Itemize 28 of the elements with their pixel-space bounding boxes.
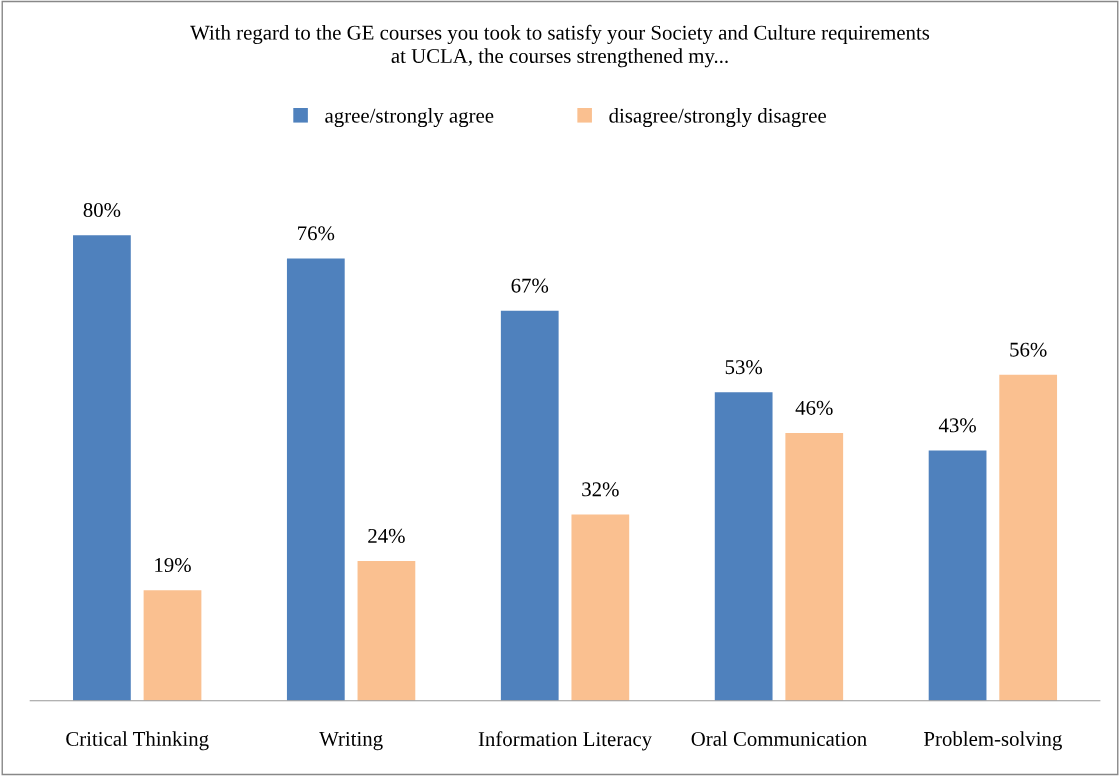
x-tick-label: Critical Thinking — [66, 731, 209, 751]
x-tick-label: Oral Communication — [691, 731, 867, 746]
chart-title: With regard to the GE courses you took to satisfy your Society and Culture requirements at UCLA, the courses strengthened my... — [190, 24, 930, 68]
legend-label: disagree/strongly disagree — [609, 108, 826, 128]
data-label: 43% — [938, 418, 976, 433]
data-label: 80% — [83, 202, 121, 218]
data-label: 56% — [1010, 342, 1047, 357]
x-tick-label: Writing — [319, 731, 383, 751]
bar — [571, 514, 630, 701]
data-label: 53% — [725, 360, 763, 375]
bar — [357, 561, 416, 701]
data-label: 76% — [298, 226, 335, 241]
bar — [714, 392, 773, 701]
bar — [999, 374, 1058, 701]
bar — [500, 310, 559, 701]
bar — [785, 433, 844, 701]
bar — [928, 450, 987, 701]
bar — [73, 235, 131, 701]
x-tick-label: Problem-solving — [924, 731, 1062, 751]
bar — [143, 590, 202, 701]
legend-label: agree/strongly agree — [325, 108, 494, 128]
data-label: 24% — [368, 528, 405, 543]
data-label: 46% — [795, 400, 833, 415]
data-label: 19% — [155, 557, 191, 573]
x-tick-label: Information Literacy — [478, 731, 653, 751]
data-label: 32% — [582, 482, 619, 497]
bar — [286, 258, 345, 701]
data-label: 67% — [511, 278, 549, 293]
